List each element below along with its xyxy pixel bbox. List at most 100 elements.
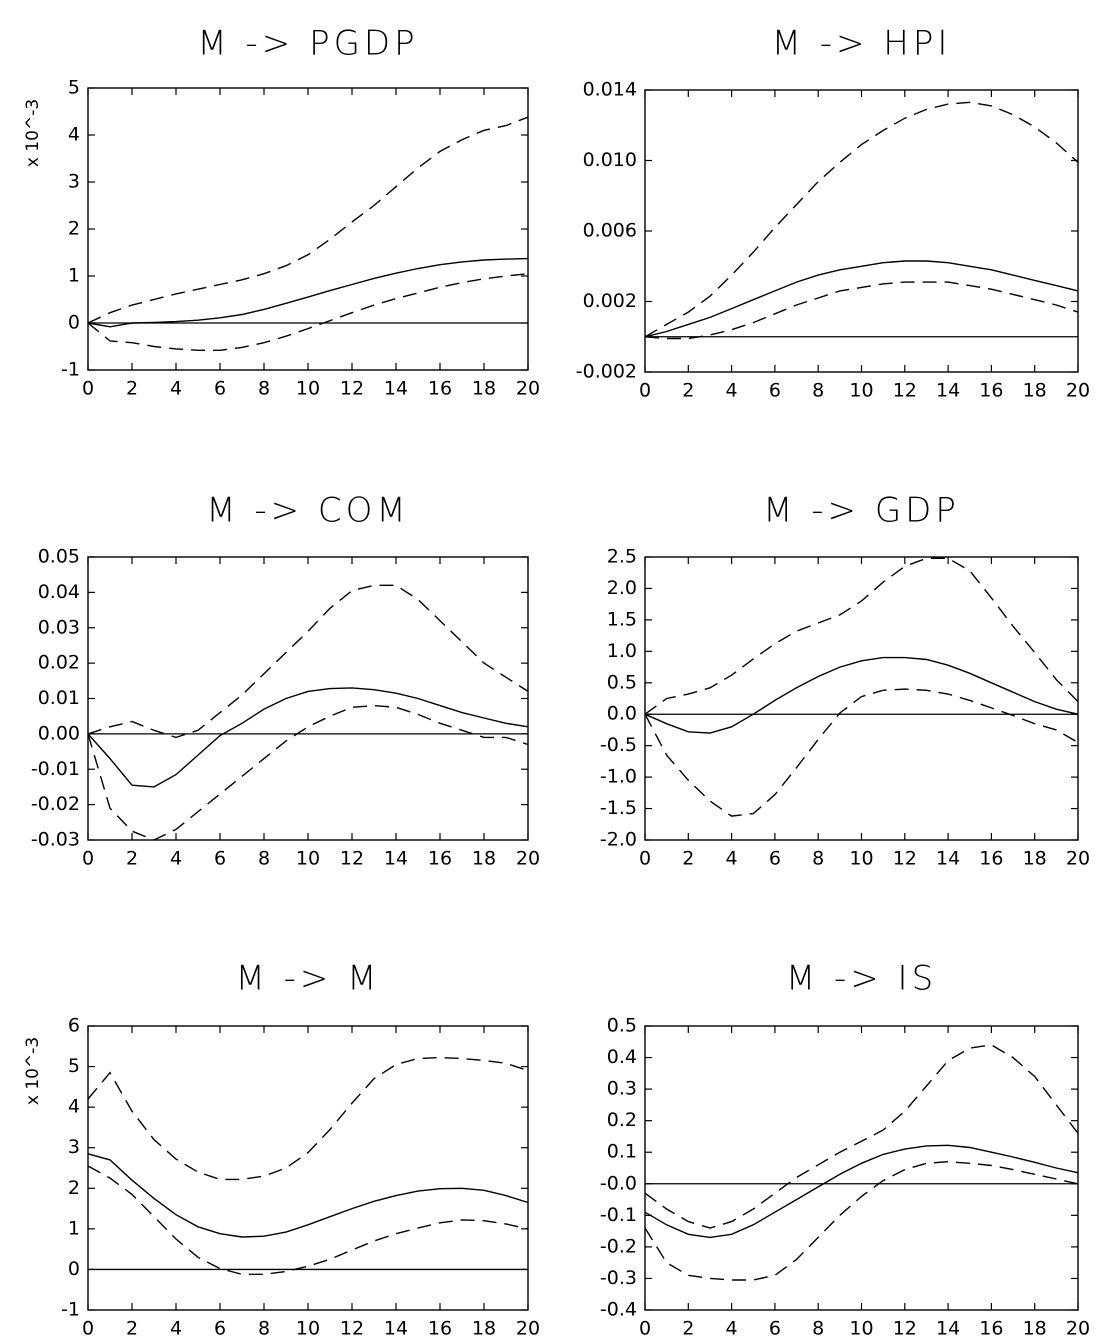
x-tick-label: 12 [340,378,364,400]
y-tick-label: 0 [68,312,80,334]
x-tick-label: 10 [296,378,320,400]
y-tick-label: 0.5 [607,1015,637,1037]
series-line-median [87,687,529,788]
y-tick-label: 0.02 [38,652,80,674]
panel-title: M -> COM [206,491,410,531]
panel-title: M -> GDP [763,491,960,531]
y-tick-label: 0.1 [607,1141,637,1163]
x-tick-label: 4 [170,378,182,400]
series-line-upper [644,1044,1079,1229]
x-tick-label: 4 [170,1318,182,1339]
y-tick-label: 0.00 [38,722,80,744]
x-tick-label: 20 [1066,380,1090,402]
x-tick-label: 10 [849,1318,873,1339]
x-tick-label: 2 [682,848,694,870]
y-tick-label: 1 [68,1217,80,1239]
x-tick-label: 16 [979,380,1003,402]
y-tick-label: -2.0 [600,829,637,851]
y-tick-label: 2 [68,218,80,240]
axis-scale-label: x 10^-3 [23,99,43,167]
y-tick-label: 6 [68,1015,80,1037]
series-line-upper [87,1056,529,1181]
x-tick-label: 16 [428,378,452,400]
x-tick-label: 0 [82,378,94,400]
x-tick-label: 20 [1066,848,1090,870]
x-tick-label: 2 [682,380,694,402]
series-line-upper [87,116,529,324]
x-tick-label: 14 [936,380,960,402]
y-tick-label: -0.1 [600,1204,637,1226]
x-tick-label: 6 [769,1318,781,1339]
y-tick-label: -1 [61,359,80,381]
y-tick-label: -0.0 [600,1172,637,1194]
x-tick-label: 2 [126,378,138,400]
y-tick-label: -0.002 [576,361,637,383]
x-tick-label: 18 [1023,1318,1047,1339]
x-tick-label: 0 [639,1318,651,1339]
y-tick-label: -0.5 [600,734,637,756]
y-tick-label: 0.014 [583,79,637,101]
y-tick-label: -0.02 [31,793,80,815]
x-tick-label: 16 [428,1318,452,1339]
x-tick-label: 0 [639,848,651,870]
x-tick-label: 12 [893,380,917,402]
y-tick-label: 0.2 [607,1109,637,1131]
chart-panel-3: M -> COM -0.03 -0.02 -0.01 0.00 0.01 0.02 0.03 0… [31,491,540,870]
y-tick-label: 2.5 [607,546,637,568]
x-tick-label: 8 [812,848,824,870]
series-line-median [644,260,1079,338]
x-tick-label: 4 [170,848,182,870]
x-tick-label: 8 [258,1318,270,1339]
x-tick-label: 10 [296,848,320,870]
y-tick-label: 2 [68,1177,80,1199]
x-tick-label: 6 [769,848,781,870]
plot-frame [87,87,529,371]
x-tick-label: 8 [258,848,270,870]
y-tick-label: 0.0 [607,703,637,725]
series-line-lower [644,688,1079,817]
y-tick-label: 3 [68,1136,80,1158]
x-tick-label: 4 [726,380,738,402]
x-tick-label: 10 [849,848,873,870]
series-line-lower [87,704,529,841]
x-tick-label: 10 [849,380,873,402]
x-tick-label: 18 [472,848,496,870]
x-tick-label: 12 [893,848,917,870]
series-line-lower [644,281,1079,340]
x-tick-label: 8 [812,1318,824,1339]
y-tick-label: -0.03 [31,829,80,851]
series-line-lower [87,1165,529,1275]
y-tick-label: 2.0 [607,577,637,599]
plot-frame [644,556,1079,841]
x-tick-label: 14 [384,378,408,400]
x-tick-label: 16 [428,848,452,870]
x-tick-label: 0 [82,848,94,870]
y-tick-label: -0.4 [600,1299,637,1321]
y-tick-label: 0.05 [38,546,80,568]
y-tick-label: 3 [68,171,80,193]
y-tick-label: 0.010 [583,149,637,171]
x-tick-label: 18 [472,378,496,400]
x-tick-label: 0 [82,1318,94,1339]
x-tick-label: 20 [1066,1318,1090,1339]
y-tick-label: 0 [68,1258,80,1280]
y-tick-label: 0.01 [38,687,80,709]
y-tick-label: 0.006 [583,220,637,242]
x-tick-label: 20 [516,1318,540,1339]
series-line-median [644,656,1079,734]
x-tick-label: 12 [340,1318,364,1339]
chart-panel-2: M -> HPI -0.002 0.002 0.006 0.010 0.014 0 2 4 6 8 1… [576,24,1090,402]
x-tick-label: 8 [812,380,824,402]
series-line-median [87,1153,529,1238]
plot-frame [644,89,1079,373]
y-tick-label: 5 [68,1055,80,1077]
x-tick-label: 14 [384,848,408,870]
series-line-median [87,257,529,328]
x-tick-label: 18 [1023,848,1047,870]
y-tick-label: 1 [68,265,80,287]
y-tick-label: 0.03 [38,616,80,638]
series-line-upper [644,101,1079,338]
